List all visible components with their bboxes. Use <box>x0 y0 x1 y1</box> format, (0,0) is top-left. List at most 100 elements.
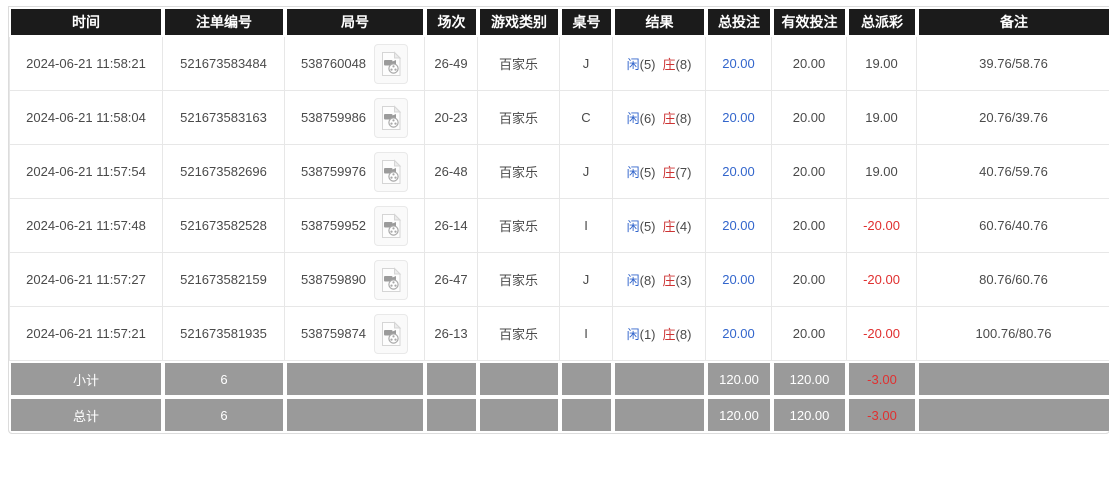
table-row: 2024-06-21 11:57:27 521673582159 5387598… <box>9 253 1109 307</box>
cell-total-bet: 20.00 <box>706 253 772 307</box>
result-banker-score: (3) <box>675 273 692 288</box>
cell-round-id: 538759976 <box>285 145 425 199</box>
header-game-type: 游戏类别 <box>478 7 560 37</box>
video-file-icon <box>380 158 402 185</box>
bet-records-table: 时间 注单编号 局号 场次 游戏类别 桌号 结果 总投注 有效投注 总派彩 备注… <box>9 7 1109 433</box>
cell-remark: 60.76/40.76 <box>917 199 1109 253</box>
table-row: 2024-06-21 11:58:21 521673583484 5387600… <box>9 37 1109 91</box>
header-remark: 备注 <box>917 7 1109 37</box>
result-banker-score: (8) <box>675 57 692 72</box>
result-player-score: (5) <box>639 165 656 180</box>
round-id-text: 538759890 <box>300 272 367 287</box>
result-player-label: 闲 <box>626 327 640 342</box>
subtotal-label: 小计 <box>9 361 163 397</box>
cell-round-id: 538759952 <box>285 199 425 253</box>
result-player-label: 闲 <box>626 273 640 288</box>
cell-table-no: I <box>560 199 613 253</box>
cell-remark: 20.76/39.76 <box>917 91 1109 145</box>
round-id-text: 538759952 <box>300 218 367 233</box>
result-banker-label: 庄 <box>662 111 676 126</box>
header-total-bet: 总投注 <box>706 7 772 37</box>
cell-result: 闲(5) 庄(7) <box>613 145 706 199</box>
result-banker-label: 庄 <box>662 57 676 72</box>
video-replay-button[interactable] <box>374 313 409 354</box>
grand-total-payout: -3.00 <box>847 397 917 433</box>
grand-total-count: 6 <box>163 397 285 433</box>
cell-valid-bet: 20.00 <box>772 307 847 361</box>
cell-time: 2024-06-21 11:57:54 <box>9 145 163 199</box>
cell-round-id: 538759890 <box>285 253 425 307</box>
result-player-score: (8) <box>639 273 656 288</box>
video-file-icon <box>380 50 402 77</box>
video-file-icon <box>380 266 402 293</box>
table-header: 时间 注单编号 局号 场次 游戏类别 桌号 结果 总投注 有效投注 总派彩 备注 <box>9 7 1109 37</box>
cell-session: 26-14 <box>425 199 478 253</box>
cell-session: 26-49 <box>425 37 478 91</box>
result-banker-score: (8) <box>675 111 692 126</box>
subtotal-total-bet: 120.00 <box>706 361 772 397</box>
cell-total-bet: 20.00 <box>706 145 772 199</box>
header-session: 场次 <box>425 7 478 37</box>
cell-valid-bet: 20.00 <box>772 145 847 199</box>
result-player-score: (1) <box>639 327 656 342</box>
header-time: 时间 <box>9 7 163 37</box>
video-replay-button[interactable] <box>374 43 409 84</box>
result-player-label: 闲 <box>626 57 640 72</box>
cell-result: 闲(8) 庄(3) <box>613 253 706 307</box>
result-banker-score: (4) <box>675 219 692 234</box>
header-valid-bet: 有效投注 <box>772 7 847 37</box>
result-player-label: 闲 <box>626 165 640 180</box>
result-banker-score: (8) <box>675 327 692 342</box>
header-result: 结果 <box>613 7 706 37</box>
result-banker-label: 庄 <box>662 219 676 234</box>
table-row: 2024-06-21 11:57:54 521673582696 5387599… <box>9 145 1109 199</box>
cell-payout: -20.00 <box>847 307 917 361</box>
header-bet-id: 注单编号 <box>163 7 285 37</box>
table-footer: 小计 6 120.00 120.00 -3.00 总计 6 1 <box>9 361 1109 433</box>
round-id-text: 538759976 <box>300 164 367 179</box>
cell-table-no: C <box>560 91 613 145</box>
result-player-label: 闲 <box>626 111 640 126</box>
result-player-label: 闲 <box>626 219 640 234</box>
cell-table-no: J <box>560 253 613 307</box>
grand-total-label: 总计 <box>9 397 163 433</box>
cell-remark: 40.76/59.76 <box>917 145 1109 199</box>
cell-bet-id: 521673581935 <box>163 307 285 361</box>
cell-bet-id: 521673582528 <box>163 199 285 253</box>
cell-payout: -20.00 <box>847 253 917 307</box>
result-player-score: (5) <box>639 57 656 72</box>
result-player-score: (6) <box>639 111 656 126</box>
cell-payout: 19.00 <box>847 91 917 145</box>
video-replay-button[interactable] <box>374 259 409 300</box>
cell-valid-bet: 20.00 <box>772 253 847 307</box>
cell-payout: 19.00 <box>847 37 917 91</box>
video-replay-button[interactable] <box>374 151 409 192</box>
result-banker-score: (7) <box>675 165 692 180</box>
cell-round-id: 538759986 <box>285 91 425 145</box>
grand-total-valid-bet: 120.00 <box>772 397 847 433</box>
result-banker-label: 庄 <box>662 273 676 288</box>
subtotal-row: 小计 6 120.00 120.00 -3.00 <box>9 361 1109 397</box>
cell-game-type: 百家乐 <box>478 91 560 145</box>
cell-session: 20-23 <box>425 91 478 145</box>
cell-round-id: 538760048 <box>285 37 425 91</box>
video-file-icon <box>380 320 402 347</box>
header-table-no: 桌号 <box>560 7 613 37</box>
cell-time: 2024-06-21 11:57:48 <box>9 199 163 253</box>
cell-remark: 80.76/60.76 <box>917 253 1109 307</box>
cell-time: 2024-06-21 11:57:21 <box>9 307 163 361</box>
cell-bet-id: 521673582696 <box>163 145 285 199</box>
subtotal-payout: -3.00 <box>847 361 917 397</box>
cell-total-bet: 20.00 <box>706 199 772 253</box>
cell-session: 26-48 <box>425 145 478 199</box>
result-banker-label: 庄 <box>662 165 676 180</box>
cell-session: 26-13 <box>425 307 478 361</box>
video-replay-button[interactable] <box>374 205 409 246</box>
cell-bet-id: 521673583163 <box>163 91 285 145</box>
cell-game-type: 百家乐 <box>478 145 560 199</box>
video-replay-button[interactable] <box>374 97 409 138</box>
table-row: 2024-06-21 11:58:04 521673583163 5387599… <box>9 91 1109 145</box>
cell-game-type: 百家乐 <box>478 307 560 361</box>
cell-remark: 39.76/58.76 <box>917 37 1109 91</box>
cell-game-type: 百家乐 <box>478 199 560 253</box>
